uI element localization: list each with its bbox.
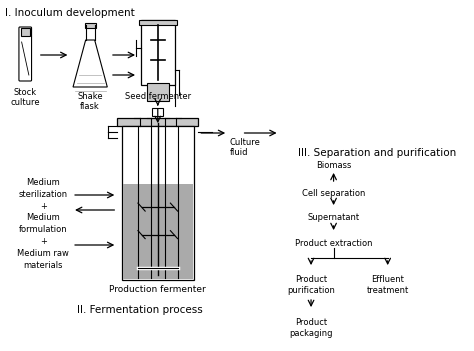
Text: I. Inoculum development: I. Inoculum development — [5, 8, 134, 18]
FancyBboxPatch shape — [141, 20, 175, 85]
FancyBboxPatch shape — [122, 126, 194, 280]
Polygon shape — [73, 40, 107, 87]
FancyBboxPatch shape — [21, 28, 30, 36]
FancyBboxPatch shape — [85, 23, 96, 28]
Bar — [139, 20, 177, 25]
Text: Product extraction: Product extraction — [295, 238, 373, 247]
Text: Seed fermenter: Seed fermenter — [125, 92, 191, 101]
Text: Shake
flask: Shake flask — [77, 92, 103, 111]
Bar — [117, 118, 198, 126]
FancyBboxPatch shape — [19, 27, 32, 81]
Text: Biomass: Biomass — [316, 160, 351, 170]
Text: III. Separation and purification: III. Separation and purification — [298, 148, 456, 158]
Text: Supernatant: Supernatant — [308, 213, 360, 223]
Text: Product
packaging: Product packaging — [289, 318, 333, 338]
FancyBboxPatch shape — [152, 108, 163, 116]
Text: Effluent
treatment: Effluent treatment — [366, 275, 409, 295]
FancyBboxPatch shape — [147, 83, 169, 101]
Text: II. Fermentation process: II. Fermentation process — [77, 305, 202, 315]
Text: Medium
sterilization
+
Medium
formulation
+
Medium raw
materials: Medium sterilization + Medium formulatio… — [18, 178, 69, 270]
Text: Culture
fluid: Culture fluid — [230, 138, 261, 157]
Text: Cell separation: Cell separation — [302, 188, 365, 198]
Text: Product
purification: Product purification — [287, 275, 335, 295]
Bar — [123, 184, 193, 279]
Text: Production fermenter: Production fermenter — [109, 285, 206, 294]
Text: Stock
culture: Stock culture — [10, 88, 40, 107]
